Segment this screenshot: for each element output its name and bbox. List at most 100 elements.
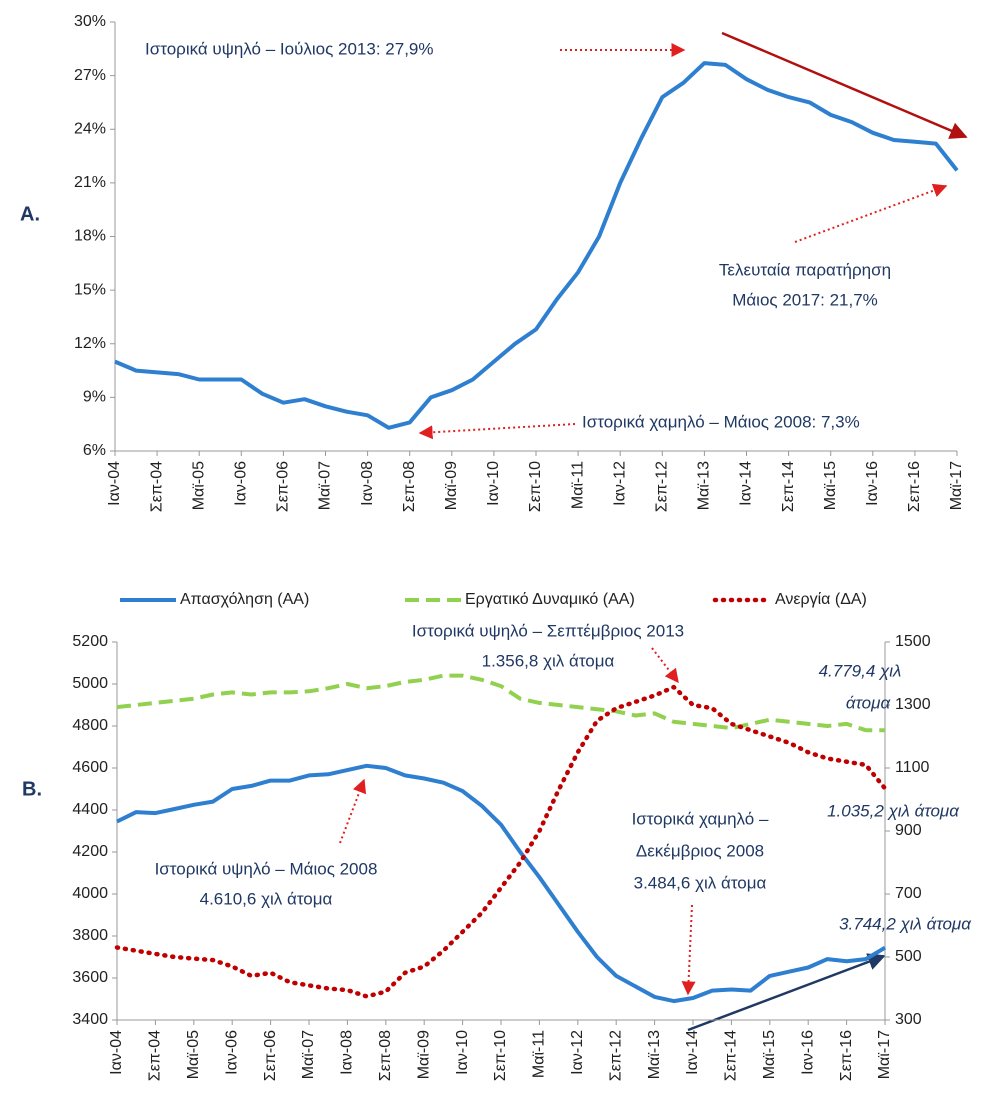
annotation: άτομα xyxy=(846,693,892,712)
x-tick-label: Ιαν-16 xyxy=(864,461,881,506)
x-tick-label: Ιαν-08 xyxy=(339,1030,356,1075)
y-tick-label: 4000 xyxy=(72,885,108,902)
arrow xyxy=(721,31,968,139)
y-tick-label: 24% xyxy=(74,120,106,137)
panel-label: A. xyxy=(20,203,40,225)
x-tick-label: Μαϊ-17 xyxy=(876,1030,893,1079)
series-line xyxy=(116,763,887,1004)
x-tick-label: Ιαν-04 xyxy=(106,461,123,506)
legend-label: Απασχόληση (ΑΑ) xyxy=(180,591,309,608)
y-tick-label: 5200 xyxy=(72,633,108,650)
x-tick-label: Μαϊ-09 xyxy=(443,461,460,510)
x-tick-label: Σεπ-16 xyxy=(838,1030,855,1081)
x-tick-label: Σεπ-06 xyxy=(262,1030,279,1081)
y-tick-label: 5000 xyxy=(72,675,108,692)
series-line xyxy=(114,684,888,999)
x-tick-label: Ιαν-06 xyxy=(223,1030,240,1075)
y-tick-label: 30% xyxy=(74,13,106,30)
x-tick-label: Μαϊ-07 xyxy=(317,461,334,510)
y2-tick-label: 500 xyxy=(895,948,922,965)
x-tick-label: Σεπ-04 xyxy=(147,1030,164,1081)
annotation: 4.779,4 χιλ xyxy=(819,661,902,680)
x-tick-label: Ιαν-14 xyxy=(738,461,755,506)
y2-tick-label: 1100 xyxy=(895,759,930,776)
annotation: 4.610,6 χιλ άτομα xyxy=(200,889,333,908)
series-line xyxy=(114,61,959,430)
y-tick-label: 18% xyxy=(74,228,106,245)
x-tick-label: Μαϊ-11 xyxy=(531,1030,548,1078)
x-tick-label: Ιαν-10 xyxy=(454,1030,471,1075)
arrow xyxy=(339,778,367,844)
annotation: Ιστορικά χαμηλό – Μάιος 2008: 7,3% xyxy=(582,412,860,431)
annotation: Ιστορικά υψηλό – Σεπτέμβριος 2013 xyxy=(412,621,684,640)
x-tick-label: Ιαν-08 xyxy=(359,461,376,506)
x-tick-label: Μαϊ-07 xyxy=(300,1030,317,1079)
x-tick-label: Σεπ-10 xyxy=(492,1030,509,1081)
annotation: Μάιος 2017: 21,7% xyxy=(732,290,878,309)
y-tick-label: 4400 xyxy=(72,801,108,818)
x-tick-label: Μαϊ-15 xyxy=(761,1030,778,1079)
y-tick-label: 21% xyxy=(74,174,106,191)
y2-tick-label: 1500 xyxy=(895,633,931,650)
y-tick-label: 4600 xyxy=(72,759,108,776)
annotation: 3.484,6 χιλ άτομα xyxy=(634,873,767,892)
annotation: Ιστορικά υψηλό – Ιούλιος 2013: 27,9% xyxy=(145,39,434,58)
legend-label: Ανεργία (ΔΑ) xyxy=(775,591,867,608)
y-tick-label: 9% xyxy=(83,389,106,406)
x-tick-label: Ιαν-04 xyxy=(108,1030,125,1075)
arrow xyxy=(794,183,948,243)
x-tick-label: Ιαν-12 xyxy=(611,461,628,506)
x-tick-label: Μαϊ-11 xyxy=(569,461,586,509)
x-tick-label: Μαϊ-05 xyxy=(190,461,207,510)
x-tick-label: Μαϊ-13 xyxy=(646,1030,663,1079)
x-tick-label: Ιαν-06 xyxy=(233,461,250,506)
x-tick-label: Σεπ-14 xyxy=(780,461,797,512)
x-tick-label: Σεπ-14 xyxy=(723,1030,740,1081)
series-line xyxy=(116,673,886,733)
x-tick-label: Σεπ-16 xyxy=(906,461,923,512)
panel-label: B. xyxy=(22,778,42,800)
y2-tick-label: 1300 xyxy=(895,696,931,713)
x-tick-label: Σεπ-08 xyxy=(401,461,418,512)
y-tick-label: 3600 xyxy=(72,969,108,986)
x-tick-label: Σεπ-12 xyxy=(607,1030,624,1081)
arrow xyxy=(651,647,679,684)
arrow xyxy=(687,953,886,1032)
y-tick-label: 4200 xyxy=(72,843,108,860)
x-tick-label: Μαϊ-15 xyxy=(822,461,839,510)
x-tick-label: Σεπ-08 xyxy=(377,1030,394,1081)
annotation: 1.356,8 χιλ άτομα xyxy=(482,651,615,670)
annotation: Δεκέμβριος 2008 xyxy=(636,841,764,860)
annotation: Ιστορικά υψηλό – Μάιος 2008 xyxy=(155,859,378,878)
arrow xyxy=(681,904,696,996)
x-tick-label: Σεπ-04 xyxy=(148,461,165,512)
y-tick-label: 6% xyxy=(83,442,106,459)
x-tick-label: Ιαν-14 xyxy=(684,1030,701,1075)
y2-tick-label: 900 xyxy=(895,822,922,839)
x-tick-label: Μαϊ-13 xyxy=(696,461,713,510)
annotation: Ιστορικά χαμηλό – xyxy=(632,809,769,828)
x-tick-label: Σεπ-10 xyxy=(527,461,544,512)
x-tick-label: Μαϊ-09 xyxy=(415,1030,432,1079)
y2-tick-label: 300 xyxy=(895,1011,922,1028)
x-tick-label: Ιαν-10 xyxy=(485,461,502,506)
x-tick-label: Σεπ-06 xyxy=(275,461,292,512)
x-tick-label: Σεπ-12 xyxy=(654,461,671,512)
arrow xyxy=(418,423,576,440)
x-tick-label: Ιαν-16 xyxy=(799,1030,816,1075)
x-tick-label: Μαϊ-05 xyxy=(185,1030,202,1079)
y-tick-label: 4800 xyxy=(72,717,108,734)
y-tick-label: 12% xyxy=(74,335,106,352)
y-tick-label: 27% xyxy=(74,67,106,84)
legend-label: Εργατικό Δυναμικό (ΑΑ) xyxy=(465,591,635,608)
y-tick-label: 3400 xyxy=(72,1011,108,1028)
y-tick-label: 3800 xyxy=(72,927,108,944)
y-tick-label: 15% xyxy=(74,281,106,298)
y2-tick-label: 700 xyxy=(895,885,922,902)
x-tick-label: Μαϊ-17 xyxy=(948,461,965,510)
x-tick-label: Ιαν-12 xyxy=(569,1030,586,1075)
annotation: Τελευταία παρατήρηση xyxy=(719,260,891,279)
annotation: 3.744,2 χιλ άτομα xyxy=(839,914,972,933)
annotation: 1.035,2 χιλ άτομα xyxy=(827,801,960,820)
